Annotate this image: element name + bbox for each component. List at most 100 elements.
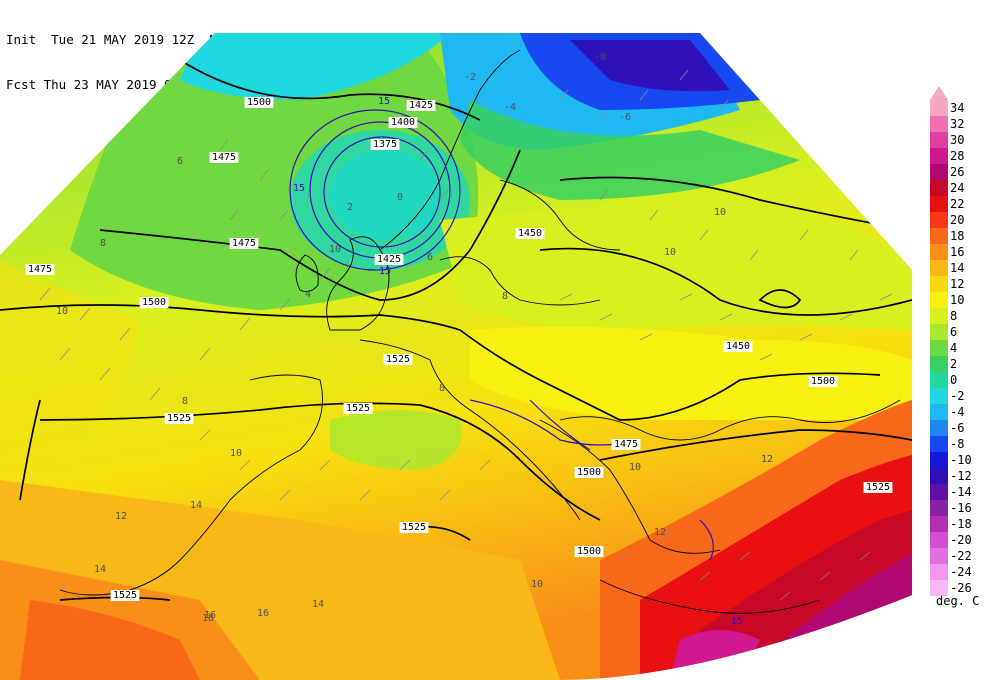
temperature-label: 16 — [257, 608, 269, 619]
wind-label: 15 — [731, 616, 743, 627]
legend-label: -10 — [950, 453, 972, 467]
legend-label: -22 — [950, 549, 972, 563]
height-label: 1500 — [577, 546, 601, 557]
legend-entry: -2 — [928, 388, 1000, 404]
temperature-label: 6 — [177, 156, 183, 167]
height-label-bg — [25, 264, 55, 275]
legend-entry: 26 — [928, 164, 1000, 180]
legend-swatch — [930, 500, 948, 516]
legend-label: -6 — [950, 421, 965, 435]
legend-swatch — [930, 100, 948, 116]
height-label: 1400 — [391, 117, 415, 128]
legend-label: -18 — [950, 517, 972, 531]
temperature-label: 12 — [654, 527, 666, 538]
temperature-label: 8 — [100, 238, 106, 249]
legend-entry: -20 — [928, 532, 1000, 548]
height-label-bg — [383, 354, 413, 365]
legend-entry: -18 — [928, 516, 1000, 532]
legend-entry: 10 — [928, 292, 1000, 308]
legend-entry: -4 — [928, 404, 1000, 420]
legend-entry: 2 — [928, 356, 1000, 372]
height-label: 1475 — [28, 264, 52, 275]
temperature-label: 10 — [629, 462, 641, 473]
legend-swatch — [930, 164, 948, 180]
legend-swatch — [930, 372, 948, 388]
height-label-bg — [515, 228, 545, 239]
height-label: 1425 — [409, 100, 433, 111]
legend-swatch — [930, 356, 948, 372]
legend-swatch — [930, 564, 948, 580]
legend-swatch — [930, 196, 948, 212]
height-label-bg — [723, 341, 753, 352]
legend-swatch — [930, 388, 948, 404]
legend-swatch — [930, 404, 948, 420]
legend-entry: -10 — [928, 452, 1000, 468]
legend-swatch — [930, 292, 948, 308]
temperature-label: 8 — [182, 396, 188, 407]
height-label: 1500 — [577, 467, 601, 478]
temperature-label: 8 — [502, 291, 508, 302]
height-label: 1500 — [811, 376, 835, 387]
legend-swatch — [930, 324, 948, 340]
legend-swatch — [930, 532, 948, 548]
temperature-label: 12 — [115, 511, 127, 522]
height-label-bg — [574, 546, 604, 557]
height-label-bg — [406, 100, 436, 111]
legend-swatch — [930, 420, 948, 436]
legend-entry: -16 — [928, 500, 1000, 516]
height-label: 1500 — [247, 97, 271, 108]
legend-label: 6 — [950, 325, 958, 339]
height-label-bg — [110, 590, 140, 601]
height-label: 1525 — [386, 354, 410, 365]
temperature-label: 2 — [347, 202, 353, 213]
height-label-bg — [139, 297, 169, 308]
legend-label: 24 — [950, 181, 965, 195]
legend-label: 30 — [950, 133, 965, 147]
legend-label: -14 — [950, 485, 972, 499]
legend-label: 10 — [950, 293, 965, 307]
legend-label: -8 — [950, 437, 965, 451]
legend-swatch — [930, 116, 948, 132]
height-label: 1525 — [167, 413, 191, 424]
height-label: 1475 — [232, 238, 256, 249]
legend-label: 18 — [950, 229, 965, 243]
height-label-bg — [229, 238, 259, 249]
legend-swatch — [930, 212, 948, 228]
temperature-label: -2 — [464, 72, 476, 83]
legend-label: 8 — [950, 309, 958, 323]
temperature-label: 10 — [329, 244, 341, 255]
temperature-label: 14 — [312, 599, 324, 610]
legend-swatch — [930, 260, 948, 276]
height-label-bg — [374, 254, 404, 265]
legend-swatch — [930, 340, 948, 356]
legend-label: -2 — [950, 389, 965, 403]
legend-label: 20 — [950, 213, 965, 227]
temperature-label: 12 — [761, 454, 773, 465]
temperature-label: 14 — [94, 564, 106, 575]
legend-entry: 4 — [928, 340, 1000, 356]
height-label: 1525 — [113, 590, 137, 601]
legend-entry: -22 — [928, 548, 1000, 564]
legend-label: 0 — [950, 373, 958, 387]
coastlines — [59, 49, 901, 614]
legend-entry: 14 — [928, 260, 1000, 276]
legend-swatch — [930, 244, 948, 260]
height-labels: 1500 1425 1400 1375 1475 1450 1425 1475 1500 1475… — [25, 97, 893, 601]
legend-swatch — [930, 308, 948, 324]
temperature-label: -8 — [594, 52, 606, 63]
temperature-label: 4 — [305, 289, 311, 300]
legend-swatch — [930, 484, 948, 500]
legend-swatch — [930, 452, 948, 468]
legend-label: 14 — [950, 261, 965, 275]
temperature-label: 10 — [714, 207, 726, 218]
height-label: 1450 — [726, 341, 750, 352]
height-label: 1525 — [402, 522, 426, 533]
height-label: 1475 — [614, 439, 638, 450]
legend-label: 32 — [950, 117, 965, 131]
temperature-label: -6 — [619, 112, 631, 123]
legend-swatch — [930, 148, 948, 164]
legend-label: -4 — [950, 405, 965, 419]
legend-entry: 16 — [928, 244, 1000, 260]
legend-label: -20 — [950, 533, 972, 547]
